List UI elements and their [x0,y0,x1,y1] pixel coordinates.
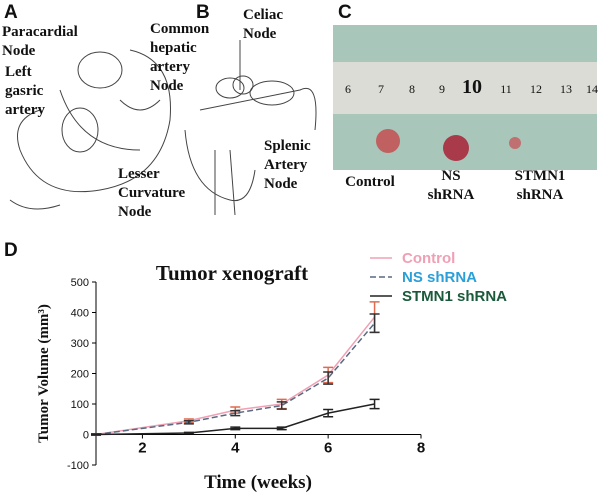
x-axis-label: Time (weeks) [204,472,312,493]
x-tick-label: 6 [324,440,332,457]
error-bar [323,371,334,385]
annotation: Node [264,176,298,192]
panel-letter: A [4,2,18,23]
annotation: shRNA [517,187,564,203]
annotation: Node [118,204,152,220]
data-line [95,403,375,436]
error-bar [323,408,334,418]
y-tick-label: -100 [67,460,89,472]
error-bar [230,409,241,417]
y-tick-label: 0 [83,430,89,442]
error-bar [91,433,101,436]
error-bar [276,426,287,431]
y-tick-label: 500 [71,277,89,289]
annotation: Node [243,26,277,42]
ruler-number: 9 [439,82,445,96]
ruler-number: 7 [378,82,384,96]
chart-title: Tumor xenograft [156,261,308,285]
error-bar [276,401,287,410]
annotation: Left [5,64,32,80]
ruler-number: 13 [560,82,572,96]
y-tick-label: 400 [71,308,89,320]
annotation: artery [5,102,45,118]
annotation: artery [150,59,190,75]
annotation: STMN1 [515,168,566,184]
ruler-number: 12 [530,82,542,96]
panel-letter: C [338,2,352,23]
ruler-number: 11 [500,82,512,96]
annotation: shRNA [428,187,475,203]
y-tick-label: 200 [71,369,89,381]
x-tick-label: 8 [417,440,425,457]
y-tick-label: 300 [71,338,89,350]
ruler-number: 10 [462,76,482,98]
panel-letter: D [4,240,18,261]
error-bar [230,426,241,431]
legend-label: NS shRNA [402,269,477,286]
ruler-number: 8 [409,82,415,96]
data-line [95,322,376,436]
annotation: Node [2,43,36,59]
annotation: Artery [264,157,308,173]
annotation: Common [150,21,210,37]
legend-label: Control [402,250,455,267]
data-line [95,316,376,436]
ruler-number: 14 [586,82,598,96]
illustration-a [9,49,171,210]
y-axis-label: Tumor Volume (mm³) [36,304,52,443]
error-bar [369,313,380,334]
annotation: Splenic [264,138,311,154]
annotation: hepatic [150,40,197,56]
annotation: Curvature [118,185,186,201]
annotation: Control [345,174,395,190]
x-tick-label: 4 [231,440,240,457]
ruler-number: 6 [345,82,351,96]
annotation: Lesser [118,166,160,182]
illustration-b [184,40,317,216]
legend-label: STMN1 shRNA [402,288,507,305]
annotation: Paracardial [2,24,78,40]
annotation: gasric [5,83,44,99]
y-tick-label: 100 [71,399,89,411]
photo-c [333,25,597,170]
annotation: Node [150,78,184,94]
annotation: NS [441,168,460,184]
error-bar [183,420,194,425]
error-bar [183,431,194,435]
annotation: Celiac [243,7,283,23]
panel-letter: B [196,2,210,23]
x-tick-label: 2 [138,440,146,457]
error-bar [369,398,380,410]
